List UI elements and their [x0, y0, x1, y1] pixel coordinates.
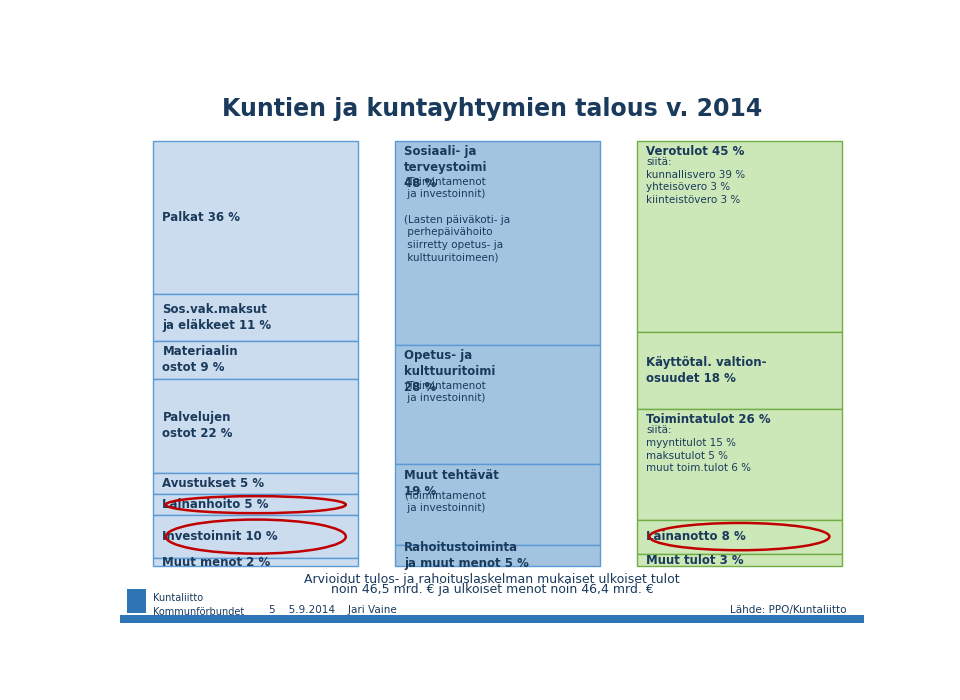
Text: Rahoitustoiminta
ja muut menot 5 %: Rahoitustoiminta ja muut menot 5 % [404, 541, 529, 570]
Text: Palvelujen
ostot 22 %: Palvelujen ostot 22 % [162, 412, 233, 440]
Text: Käyttötal. valtion-
osuudet 18 %: Käyttötal. valtion- osuudet 18 % [646, 356, 766, 385]
Text: Arvioidut tulos- ja rahoituslaskelman mukaiset ulkoiset tulot: Arvioidut tulos- ja rahoituslaskelman mu… [304, 573, 680, 586]
Text: (Toimintamenot
 ja investoinnit)

(Lasten päiväkoti- ja
 perhepäivähoito
 siirre: (Toimintamenot ja investoinnit) (Lasten … [404, 176, 511, 263]
Bar [154, 494, 358, 515]
Bar [637, 332, 842, 409]
Text: Muut menot 2 %: Muut menot 2 % [162, 556, 271, 568]
Bar [154, 515, 358, 558]
Bar [120, 615, 864, 623]
Bar [396, 464, 600, 545]
Bar [154, 379, 358, 473]
Text: Lähde: PPO/Kuntaliitto: Lähde: PPO/Kuntaliitto [730, 606, 847, 615]
Bar [154, 141, 358, 294]
Text: siitä:
kunnallisvero 39 %
yhteisövero 3 %
kiinteistövero 3 %: siitä: kunnallisvero 39 % yhteisövero 3 … [646, 157, 745, 205]
Text: siitä:
myyntitulot 15 %
maksutulot 5 %
muut toim.tulot 6 %: siitä: myyntitulot 15 % maksutulot 5 % m… [646, 425, 751, 473]
Text: Kuntien ja kuntayhtymien talous v. 2014: Kuntien ja kuntayhtymien talous v. 2014 [222, 97, 762, 122]
Bar [396, 345, 600, 464]
Bar [396, 141, 600, 345]
Text: 5    5.9.2014    Jari Vaine: 5 5.9.2014 Jari Vaine [269, 606, 396, 615]
Text: Avustukset 5 %: Avustukset 5 % [162, 477, 265, 490]
Text: Muut tulot 3 %: Muut tulot 3 % [646, 554, 744, 566]
Bar [637, 519, 842, 554]
Text: Investoinnit 10 %: Investoinnit 10 % [162, 530, 278, 543]
Text: noin 46,5 mrd. € ja ulkoiset menot noin 46,4 mrd. €: noin 46,5 mrd. € ja ulkoiset menot noin … [330, 582, 654, 596]
Text: Palkat 36 %: Palkat 36 % [162, 211, 240, 224]
Text: Toimintatulot 26 %: Toimintatulot 26 % [646, 413, 771, 426]
Bar [128, 589, 146, 613]
Bar [637, 554, 842, 566]
Bar [154, 294, 358, 341]
Text: Lainanhoito 5 %: Lainanhoito 5 % [162, 498, 269, 511]
Text: Opetus- ja
kulttuuritoimi
28 %: Opetus- ja kulttuuritoimi 28 % [404, 349, 495, 394]
Bar [154, 341, 358, 379]
Text: Sos.vak.maksut
ja eläkkeet 11 %: Sos.vak.maksut ja eläkkeet 11 % [162, 303, 272, 332]
Text: Kuntaliitto
Kommunförbundet: Kuntaliitto Kommunförbundet [154, 594, 245, 617]
Bar [637, 141, 842, 332]
Text: Verotulot 45 %: Verotulot 45 % [646, 145, 744, 158]
Text: Muut tehtävät
19 %: Muut tehtävät 19 % [404, 468, 499, 498]
Text: (Toimintamenot
 ja investoinnit): (Toimintamenot ja investoinnit) [404, 381, 486, 403]
Text: (Toimintamenot
 ja investoinnit): (Toimintamenot ja investoinnit) [404, 490, 486, 513]
Text: Lainanotto 8 %: Lainanotto 8 % [646, 530, 746, 543]
Bar [154, 473, 358, 494]
Text: Sosiaali- ja
terveystoimi
48 %: Sosiaali- ja terveystoimi 48 % [404, 145, 488, 190]
Text: Materiaalin
ostot 9 %: Materiaalin ostot 9 % [162, 345, 238, 375]
Bar [637, 409, 842, 519]
Bar [396, 545, 600, 566]
Bar [154, 558, 358, 566]
